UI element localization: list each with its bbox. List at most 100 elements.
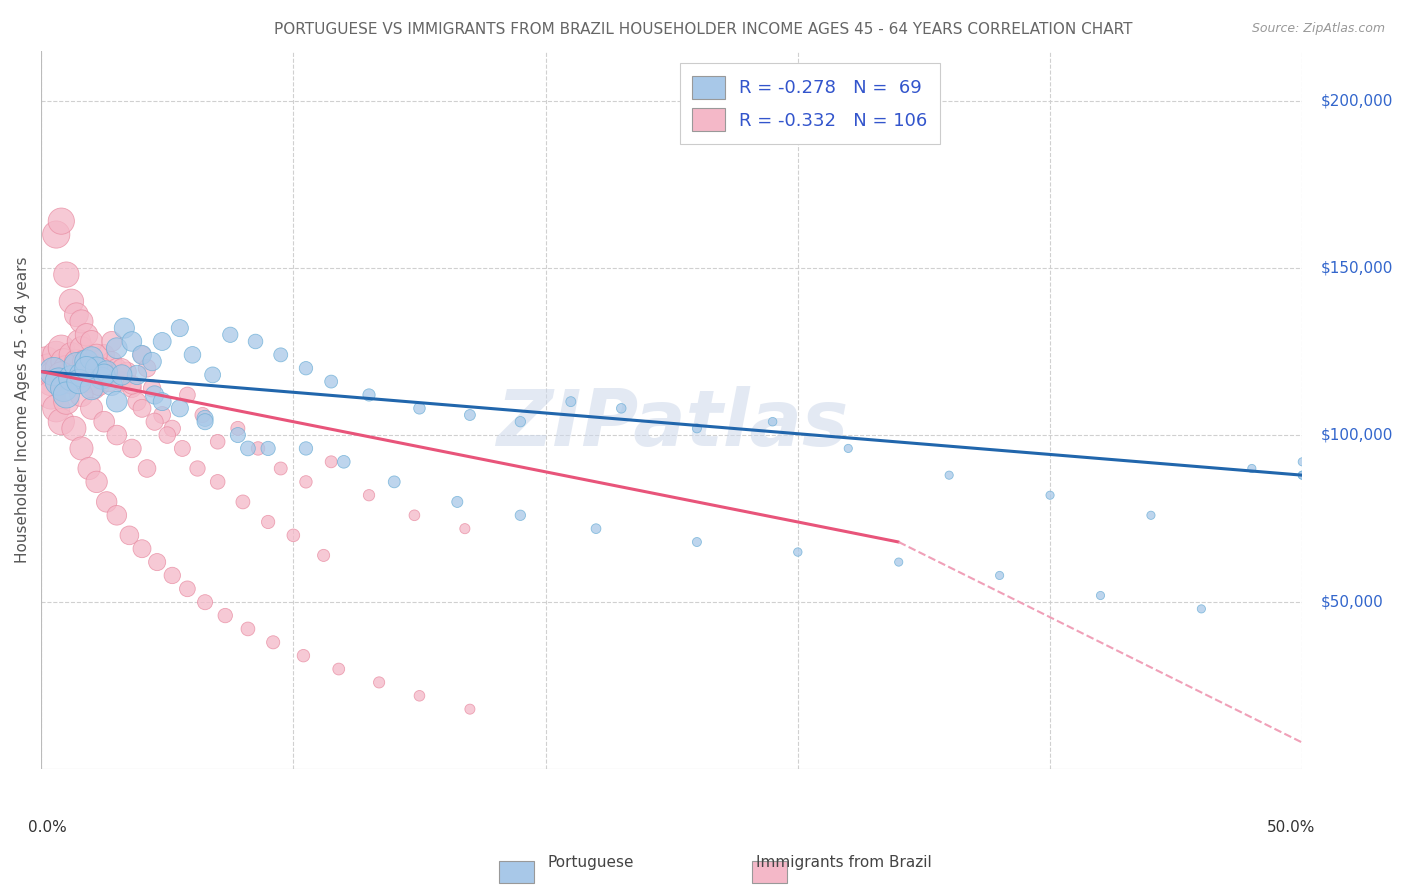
Point [207,475,229,489]
Point [35,354,58,368]
Point [226,421,249,435]
Point [236,622,259,636]
Point [67,375,90,389]
Point [382,475,405,489]
Point [219,327,242,342]
Point [131,348,153,362]
Point [232,495,254,509]
Point [186,461,208,475]
Point [86,475,108,489]
Point [404,508,426,523]
Point [270,461,292,475]
Point [226,428,249,442]
Point [169,321,191,335]
Point [100,334,122,349]
Point [236,442,259,456]
Y-axis label: Householder Income Ages 45 - 64 years: Householder Income Ages 45 - 64 years [15,257,30,563]
Point [52,354,75,368]
Point [55,388,77,402]
Point [96,368,118,382]
Point [39,375,62,389]
Point [1090,589,1112,603]
Point [55,394,77,409]
Point [156,428,179,442]
Point [837,442,859,456]
Point [42,368,65,382]
Point [111,368,134,382]
Point [321,455,343,469]
Point [162,568,184,582]
Point [121,334,143,349]
Point [150,394,173,409]
Point [70,368,93,382]
Point [295,442,318,456]
Point [80,351,103,366]
Point [63,368,86,382]
Point [60,348,83,362]
Point [60,294,83,309]
Point [48,375,70,389]
Point [786,545,808,559]
Point [136,361,159,376]
Point [70,442,93,456]
Point [121,442,143,456]
Point [80,381,103,395]
Point [105,341,128,355]
Point [111,361,134,376]
Point [458,408,481,422]
Point [39,388,62,402]
Point [321,375,343,389]
Point [181,348,204,362]
Point [105,428,128,442]
Point [90,371,112,385]
Point [55,361,77,376]
Point [887,555,910,569]
Point [560,394,582,409]
Point [194,411,217,425]
Point [191,408,214,422]
Point [67,334,90,349]
Point [51,341,73,355]
Point [76,361,98,376]
Point [1291,468,1313,483]
Text: Immigrants from Brazil: Immigrants from Brazil [756,855,932,870]
Point [446,495,468,509]
Point [45,348,67,362]
Text: Source: ZipAtlas.com: Source: ZipAtlas.com [1251,22,1385,36]
Text: $50,000: $50,000 [1322,595,1384,610]
Point [357,388,380,402]
Point [176,388,198,402]
Point [988,568,1011,582]
Text: $100,000: $100,000 [1322,427,1393,442]
Point [201,368,224,382]
Legend: R = -0.278   N =  69, R = -0.332   N = 106: R = -0.278 N = 69, R = -0.332 N = 106 [679,63,941,144]
Point [270,348,292,362]
Point [76,354,98,368]
Point [86,348,108,362]
Point [83,381,105,395]
Point [100,378,122,392]
Point [105,394,128,409]
Point [63,421,86,435]
Point [295,361,318,376]
Point [585,522,607,536]
Point [80,368,103,382]
Point [194,415,217,429]
Point [283,528,305,542]
Point [146,555,169,569]
Text: ZIPatlas: ZIPatlas [495,386,848,462]
Point [408,401,430,416]
Point [93,348,115,362]
Point [60,375,83,389]
Point [80,401,103,416]
Point [42,365,65,379]
Point [70,388,93,402]
Point [45,401,67,416]
Point [51,415,73,429]
Point [357,488,380,502]
Point [65,354,87,368]
Point [76,327,98,342]
Point [686,421,709,435]
Point [1039,488,1062,502]
Point [70,341,93,355]
